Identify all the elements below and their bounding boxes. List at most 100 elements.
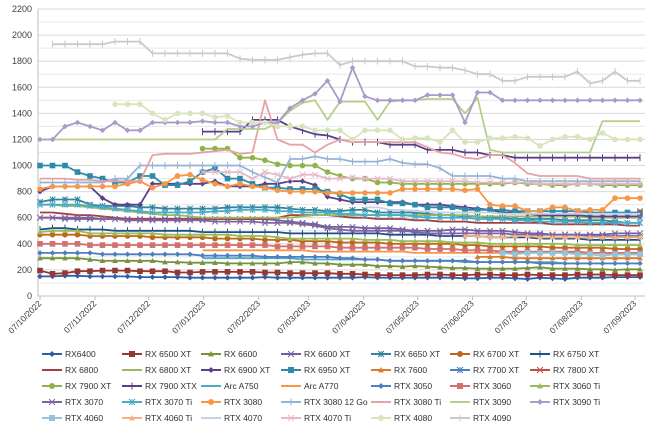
data-point (474, 259, 481, 265)
data-point (349, 261, 356, 267)
data-point (537, 212, 543, 218)
data-point (99, 257, 106, 264)
data-point (524, 276, 531, 282)
data-point (399, 97, 406, 104)
data-point (574, 255, 581, 261)
data-point (199, 118, 206, 124)
data-point (624, 209, 631, 216)
data-point (637, 242, 643, 248)
data-point (286, 219, 294, 227)
data-point (487, 89, 493, 96)
data-point (456, 366, 464, 374)
data-point (87, 230, 93, 236)
data-point (499, 234, 506, 240)
data-point (312, 127, 318, 134)
data-point (299, 274, 306, 281)
x-tick-label: 07/06/2023 (439, 298, 476, 335)
data-point (549, 234, 556, 240)
data-point (537, 260, 543, 267)
data-point (562, 260, 568, 267)
data-point (237, 269, 243, 275)
data-point (312, 162, 318, 169)
data-point (387, 179, 393, 186)
data-point (261, 206, 269, 214)
data-point (62, 241, 68, 247)
data-point (162, 259, 168, 265)
data-point (137, 242, 143, 248)
data-point (312, 270, 318, 276)
data-point (424, 246, 431, 252)
data-point (399, 257, 406, 264)
legend-label: RTX 4080 (394, 413, 432, 423)
data-point (362, 271, 368, 278)
data-point (87, 250, 93, 256)
data-point (324, 194, 331, 200)
data-point (237, 260, 243, 266)
data-point (212, 119, 218, 126)
series-rtx-3090-ti (37, 64, 643, 143)
data-point (487, 201, 493, 208)
data-point (499, 179, 506, 186)
data-point (324, 127, 331, 134)
data-point (587, 260, 593, 267)
data-point (399, 263, 406, 269)
series-rtx-3090 (52, 96, 640, 154)
data-point (524, 217, 531, 224)
data-point (462, 275, 468, 282)
data-point (99, 230, 106, 236)
data-point (412, 238, 418, 244)
data-point (412, 201, 418, 208)
data-point (599, 97, 606, 104)
data-point (74, 268, 81, 275)
data-point (399, 227, 406, 234)
legend-item: RX 6950 XT (281, 365, 350, 375)
legend-item: RTX 3080 12 Go (281, 397, 368, 407)
data-point (361, 175, 369, 182)
data-point (587, 234, 593, 240)
legend-label: RX 6750 XT (553, 349, 599, 359)
data-point (612, 97, 618, 104)
y-tick-label: 1600 (12, 82, 32, 92)
x-tick-label: 07/01/2023 (170, 298, 207, 335)
data-point (512, 97, 518, 104)
data-point (424, 186, 431, 192)
data-point (224, 252, 231, 259)
data-point (624, 242, 631, 248)
series-lines (36, 38, 644, 282)
data-point (486, 179, 494, 186)
data-point (549, 265, 556, 271)
legend-item: RX 6800 XT (122, 365, 191, 375)
data-point (112, 201, 118, 208)
data-point (624, 195, 631, 201)
data-point (561, 180, 569, 187)
data-point (212, 181, 218, 187)
data-point (462, 187, 468, 194)
data-point (262, 242, 268, 248)
data-point (124, 101, 131, 108)
data-point (574, 218, 581, 225)
data-point (174, 119, 181, 126)
data-point (236, 218, 244, 225)
data-point (636, 219, 644, 227)
data-point (374, 211, 381, 219)
data-point (377, 350, 385, 358)
data-point (574, 97, 581, 104)
data-point (99, 242, 106, 248)
data-point (462, 139, 468, 145)
data-point (274, 219, 281, 227)
data-point (274, 234, 281, 240)
data-point (74, 201, 81, 208)
data-point (374, 127, 381, 134)
legend-item: RX 6650 XT (371, 349, 440, 359)
legend-item: RX6400 (42, 349, 96, 359)
data-point (149, 217, 156, 224)
data-point (74, 119, 81, 126)
data-point (549, 255, 556, 261)
series-line (202, 171, 640, 185)
data-point (624, 213, 631, 220)
data-point (124, 127, 131, 134)
data-point (287, 105, 293, 111)
data-point (411, 228, 419, 236)
data-point (37, 267, 43, 274)
data-point (149, 242, 156, 248)
